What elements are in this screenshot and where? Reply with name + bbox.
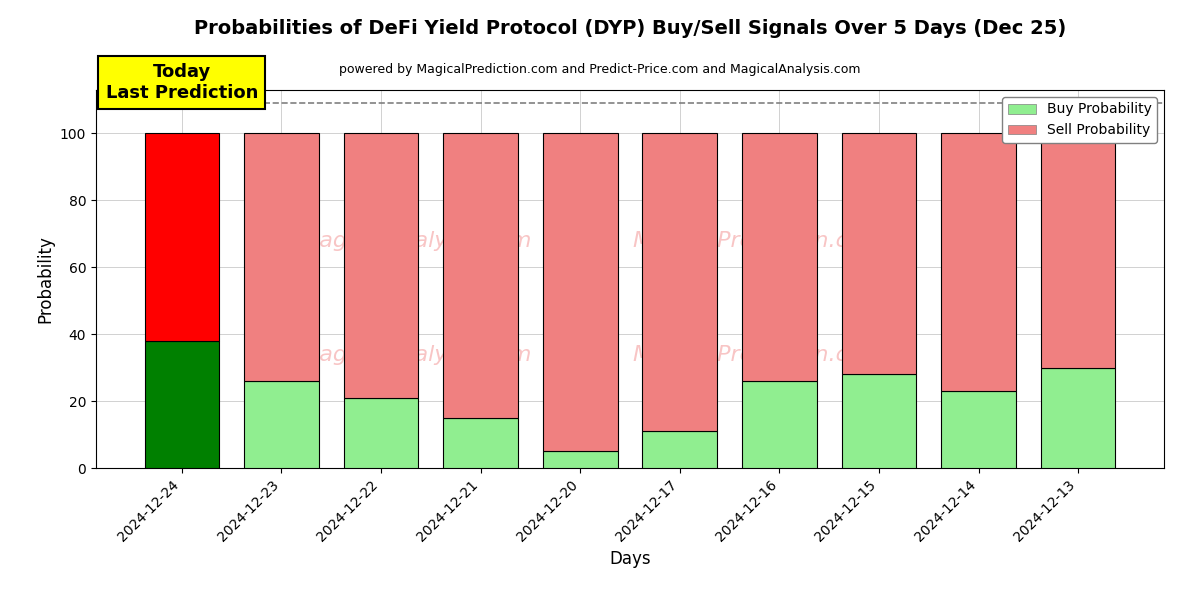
Bar xyxy=(642,133,718,431)
Text: powered by MagicalPrediction.com and Predict-Price.com and MagicalAnalysis.com: powered by MagicalPrediction.com and Pre… xyxy=(340,63,860,76)
Bar xyxy=(542,451,618,468)
Bar xyxy=(542,133,618,451)
Bar xyxy=(841,133,917,374)
Bar xyxy=(742,133,817,381)
Bar xyxy=(742,381,817,468)
Y-axis label: Probability: Probability xyxy=(36,235,54,323)
Bar xyxy=(941,133,1016,391)
Text: MagicalAnalysis.com: MagicalAnalysis.com xyxy=(301,231,532,251)
Legend: Buy Probability, Sell Probability: Buy Probability, Sell Probability xyxy=(1002,97,1157,143)
Bar xyxy=(443,133,518,418)
Text: MagicalPrediction.com: MagicalPrediction.com xyxy=(632,231,883,251)
Bar xyxy=(443,418,518,468)
Bar xyxy=(343,133,419,398)
Text: MagicalAnalysis.com: MagicalAnalysis.com xyxy=(301,344,532,365)
Title: Probabilities of DeFi Yield Protocol (DYP) Buy/Sell Signals Over 5 Days (Dec 25): Probabilities of DeFi Yield Protocol (DY… xyxy=(194,19,1066,38)
Bar xyxy=(144,133,220,341)
Text: Today
Last Prediction: Today Last Prediction xyxy=(106,63,258,102)
Text: MagicalPrediction.com: MagicalPrediction.com xyxy=(632,344,883,365)
Bar xyxy=(941,391,1016,468)
Bar xyxy=(642,431,718,468)
Bar xyxy=(1040,368,1116,468)
Bar xyxy=(244,381,319,468)
Bar xyxy=(244,133,319,381)
X-axis label: Days: Days xyxy=(610,550,650,568)
Bar xyxy=(1040,133,1116,368)
Bar xyxy=(144,341,220,468)
Bar xyxy=(343,398,419,468)
Bar xyxy=(841,374,917,468)
